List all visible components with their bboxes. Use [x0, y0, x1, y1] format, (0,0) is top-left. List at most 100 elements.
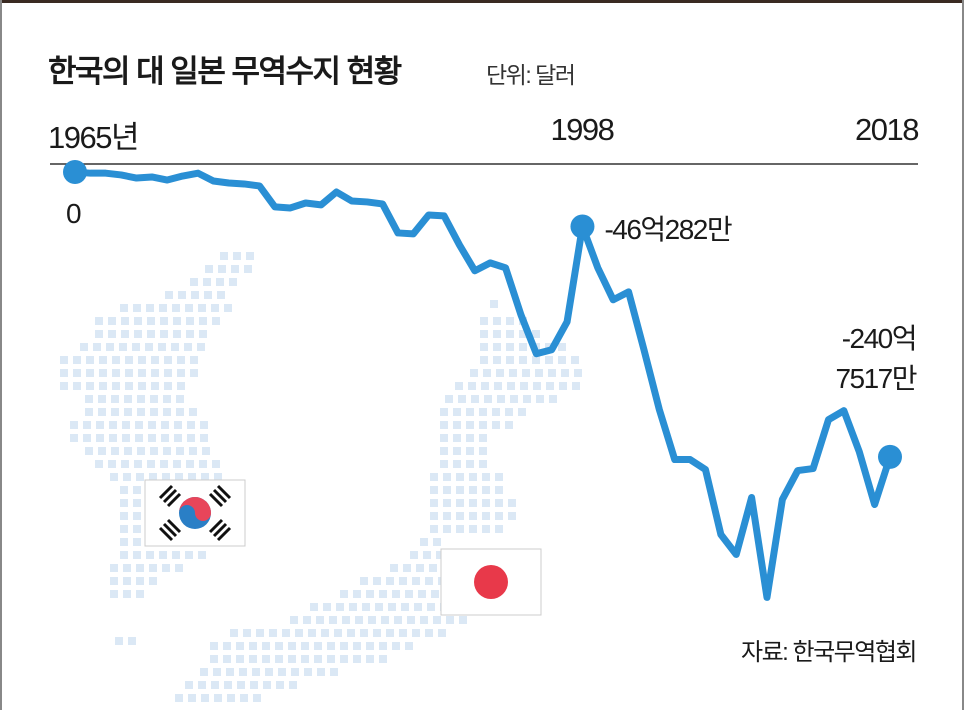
- map-dot: [123, 577, 131, 585]
- data-line: [74, 168, 894, 601]
- map-dot: [495, 486, 503, 494]
- map-dot: [115, 637, 123, 645]
- map-dot: [229, 278, 237, 286]
- map-dot: [301, 655, 309, 663]
- map-dot: [176, 447, 184, 455]
- map-dot: [497, 395, 505, 403]
- map-dot: [558, 343, 566, 351]
- map-dot: [288, 642, 296, 650]
- map-dot: [73, 356, 81, 364]
- map-dot: [175, 473, 183, 481]
- map-dot: [198, 681, 206, 689]
- map-dot: [480, 317, 488, 325]
- map-dot: [482, 486, 490, 494]
- map-dot: [368, 616, 376, 624]
- map-dot: [508, 512, 516, 520]
- map-dot: [494, 382, 502, 390]
- map-dot: [366, 590, 374, 598]
- map-dot: [484, 395, 492, 403]
- map-dot: [483, 369, 491, 377]
- map-dot: [430, 499, 438, 507]
- map-dot: [176, 408, 184, 416]
- map-dot: [150, 447, 158, 455]
- map-dot: [482, 512, 490, 520]
- map-dot: [203, 278, 211, 286]
- map-dot: [149, 577, 157, 585]
- map-dot: [125, 369, 133, 377]
- map-dot: [120, 551, 128, 559]
- map-dot: [110, 590, 118, 598]
- map-dot: [453, 460, 461, 468]
- map-dot: [362, 603, 370, 611]
- map-dot: [353, 655, 361, 663]
- map-dot: [466, 460, 474, 468]
- map-dot: [108, 317, 116, 325]
- map-dot: [198, 551, 206, 559]
- map-dot: [198, 304, 206, 312]
- map-dot: [132, 343, 140, 351]
- map-dot: [200, 421, 208, 429]
- map-dot: [210, 642, 218, 650]
- map-dot: [96, 434, 104, 442]
- map-dot: [99, 369, 107, 377]
- map-dot: [83, 421, 91, 429]
- map-dot: [223, 655, 231, 663]
- map-dot: [349, 603, 357, 611]
- map-dot: [137, 408, 145, 416]
- map-dot: [492, 421, 500, 429]
- map-dot: [496, 369, 504, 377]
- map-dot: [146, 304, 154, 312]
- map-dot: [86, 356, 94, 364]
- top-border: [0, 0, 964, 3]
- map-dot: [520, 382, 528, 390]
- map-dot: [392, 590, 400, 598]
- left-border: [0, 0, 2, 710]
- map-dot: [224, 681, 232, 689]
- map-dot: [407, 616, 415, 624]
- map-dot: [134, 460, 142, 468]
- map-dot: [316, 616, 324, 624]
- map-dot: [456, 473, 464, 481]
- map-dot: [151, 369, 159, 377]
- map-dot: [572, 382, 580, 390]
- map-dot: [120, 512, 128, 520]
- map-dot: [453, 421, 461, 429]
- map-dot: [440, 408, 448, 416]
- map-dot: [519, 330, 527, 338]
- map-dot: [112, 356, 120, 364]
- map-dot: [275, 655, 283, 663]
- map-dot: [386, 629, 394, 637]
- map-dot: [453, 408, 461, 416]
- map-dot: [340, 642, 348, 650]
- map-dot: [146, 551, 154, 559]
- map-dot: [123, 564, 131, 572]
- map-dot: [574, 369, 582, 377]
- map-dot: [223, 642, 231, 650]
- map-dot: [303, 616, 311, 624]
- map-dot: [190, 369, 198, 377]
- map-dot: [495, 512, 503, 520]
- map-dot: [86, 382, 94, 390]
- map-dot: [185, 304, 193, 312]
- map-dot: [459, 616, 467, 624]
- map-dot: [466, 434, 474, 442]
- map-dot: [373, 629, 381, 637]
- map-dot: [99, 382, 107, 390]
- map-dot: [482, 525, 490, 533]
- map-dot: [224, 304, 232, 312]
- map-dot: [184, 343, 192, 351]
- map-dot: [73, 382, 81, 390]
- map-dot: [440, 460, 448, 468]
- map-dot: [98, 408, 106, 416]
- map-dot: [481, 382, 489, 390]
- map-dot: [214, 694, 222, 702]
- map-dot: [120, 304, 128, 312]
- map-dot: [149, 473, 157, 481]
- map-dot: [243, 629, 251, 637]
- map-dot: [138, 369, 146, 377]
- map-dot: [147, 317, 155, 325]
- map-dot: [431, 590, 439, 598]
- map-dot: [430, 512, 438, 520]
- map-dot: [158, 343, 166, 351]
- map-dot: [160, 460, 168, 468]
